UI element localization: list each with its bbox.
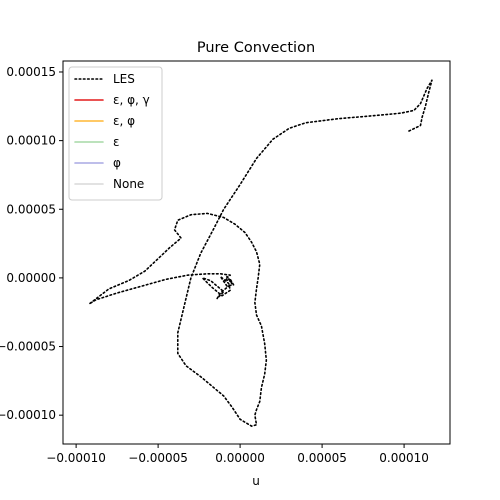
x-axis-label: u <box>252 474 260 488</box>
legend-label: ε, φ, γ <box>113 93 150 107</box>
x-tick-label: −0.00005 <box>128 451 188 465</box>
y-tick-label: −0.00010 <box>0 408 56 422</box>
y-tick-label: 0.00000 <box>6 271 56 285</box>
x-tick-label: 0.00000 <box>215 451 265 465</box>
legend-label: ε <box>113 135 120 149</box>
x-axis: −0.00010 −0.00005 0.00000 0.00005 0.00010 <box>46 444 429 465</box>
legend-label: LES <box>113 72 135 86</box>
legend-label: None <box>113 177 144 191</box>
legend-label: φ <box>113 156 121 170</box>
x-tick-label: 0.00010 <box>379 451 429 465</box>
y-tick-label: −0.00005 <box>0 340 56 354</box>
y-tick-label: 0.00015 <box>6 65 56 79</box>
y-axis: −0.00010 −0.00005 0.00000 0.00005 0.00010 0.0… <box>0 65 63 422</box>
legend-label: ε, φ <box>113 114 135 128</box>
y-tick-label: 0.00010 <box>6 134 56 148</box>
y-tick-label: 0.00005 <box>6 202 56 216</box>
chart-title: Pure Convection <box>197 40 315 56</box>
legend: LES ε, φ, γ ε, φ εφ None <box>69 67 162 200</box>
x-tick-label: −0.00010 <box>46 451 106 465</box>
x-tick-label: 0.00005 <box>297 451 347 465</box>
